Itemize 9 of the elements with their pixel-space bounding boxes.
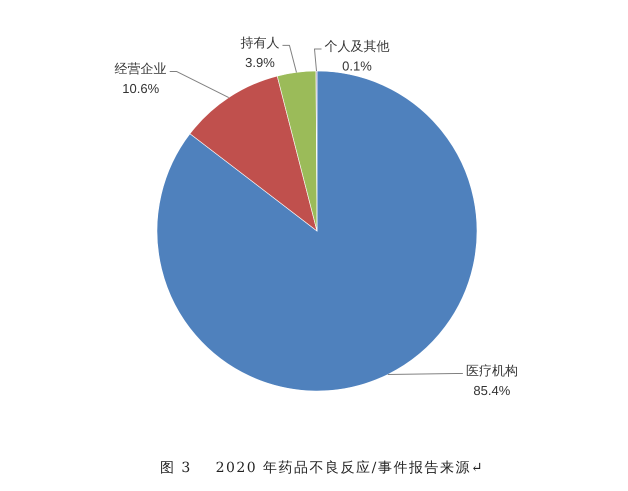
category-label: 经营企业 bbox=[114, 61, 167, 76]
title: 图 3 2020 年药品不良反应/事件报告来源↵ bbox=[160, 460, 484, 476]
category-label: 持有人 bbox=[240, 35, 280, 50]
category-label: 医疗机构 bbox=[466, 363, 518, 378]
value-label: 10.6% bbox=[122, 81, 160, 96]
value-label: 3.9% bbox=[245, 55, 275, 70]
value-label: 85.4% bbox=[473, 383, 510, 398]
category-label: 个人及其他 bbox=[324, 38, 390, 54]
value-label: 0.1% bbox=[342, 58, 372, 74]
